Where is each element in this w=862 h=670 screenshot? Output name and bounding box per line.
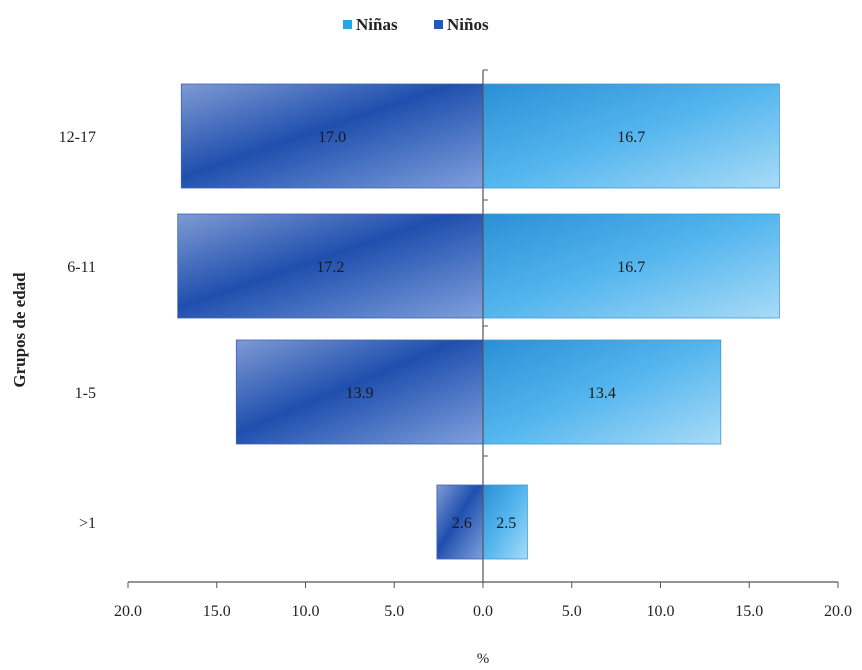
bars-layer bbox=[177, 83, 780, 560]
x-axis-title: % bbox=[477, 651, 490, 667]
data-label-ninos-3: 17.0 bbox=[318, 129, 346, 146]
bar-ninos-0 bbox=[436, 484, 484, 560]
bar-ninos-2 bbox=[177, 213, 484, 319]
axes-layer bbox=[127, 69, 839, 588]
data-label-ninas-2: 16.7 bbox=[617, 259, 645, 276]
data-label-ninos-1: 13.9 bbox=[346, 385, 374, 402]
data-label-ninas-3: 16.7 bbox=[617, 129, 645, 146]
x-tick-label-6: 10.0 bbox=[647, 603, 675, 620]
legend-swatch-ninas bbox=[343, 20, 352, 29]
x-tick-label-4: 0.0 bbox=[473, 603, 493, 620]
x-tick-label-7: 15.0 bbox=[735, 603, 763, 620]
x-tick-label-5: 5.0 bbox=[562, 603, 582, 620]
data-label-ninos-2: 17.2 bbox=[316, 259, 344, 276]
legend: Niñas Niños bbox=[343, 15, 489, 34]
y-tick-label-2: 6-11 bbox=[67, 259, 96, 276]
y-tick-label-3: 12-17 bbox=[59, 129, 96, 146]
legend-swatch-ninos bbox=[434, 20, 443, 29]
bar-ninas-3 bbox=[482, 83, 780, 189]
y-tick-label-1: 1-5 bbox=[75, 385, 96, 402]
data-label-ninas-0: 2.5 bbox=[496, 515, 516, 532]
bar-ninas-0 bbox=[482, 484, 528, 560]
data-label-ninas-1: 13.4 bbox=[588, 385, 616, 402]
legend-label-ninos: Niños bbox=[447, 15, 489, 34]
x-tick-label-3: 5.0 bbox=[384, 603, 404, 620]
y-tick-label-0: >1 bbox=[79, 515, 96, 532]
legend-label-ninas: Niñas bbox=[356, 15, 398, 34]
data-label-ninos-0: 2.6 bbox=[452, 515, 472, 532]
y-axis-title: Grupos de edad bbox=[10, 272, 29, 388]
labels-layer: 2.6 13.9 17.2 17.0 2.5 13.4 16.7 16.7 20.0 15.0 10… bbox=[59, 129, 852, 620]
x-tick-label-0: 20.0 bbox=[114, 603, 142, 620]
bar-ninas-2 bbox=[482, 213, 780, 319]
x-tick-label-1: 15.0 bbox=[203, 603, 231, 620]
x-tick-label-2: 10.0 bbox=[292, 603, 320, 620]
bar-ninos-3 bbox=[180, 83, 484, 189]
bar-ninos-1 bbox=[235, 339, 484, 445]
x-tick-label-8: 20.0 bbox=[824, 603, 852, 620]
bar-ninas-1 bbox=[482, 339, 722, 445]
